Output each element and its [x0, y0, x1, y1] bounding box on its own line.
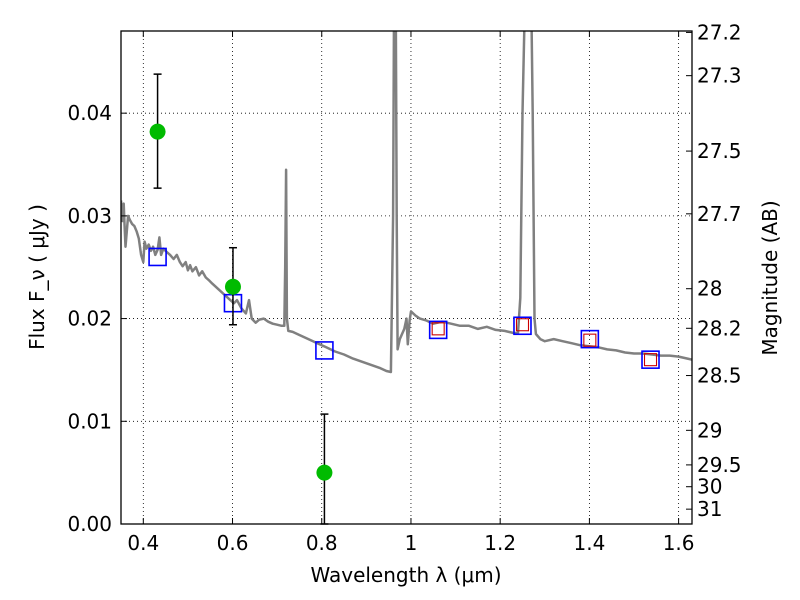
- right-tick-label: 29.5: [697, 453, 742, 477]
- y-tick-label: 0.03: [67, 204, 112, 228]
- green-dot-marker: [316, 464, 333, 481]
- plot-frame: [120, 30, 693, 525]
- right-tick-label: 28.5: [697, 364, 742, 388]
- right-axis-label: Magnitude (AB): [758, 200, 782, 355]
- y-tick-label: 0.04: [67, 101, 112, 125]
- right-tick-label: 28: [697, 277, 722, 301]
- y-tick-label: 0.02: [67, 307, 112, 331]
- blue-square-marker: [315, 341, 334, 360]
- x-tick-label: 1.6: [663, 531, 695, 555]
- right-tick-label: 29: [697, 418, 722, 442]
- green-dot-marker: [224, 278, 241, 295]
- right-tick-label: 27.3: [697, 64, 742, 88]
- right-tick-label: 28.2: [697, 316, 742, 340]
- y-tick-label: 0.00: [67, 512, 112, 536]
- green-dot-marker: [149, 123, 166, 140]
- x-axis-label: Wavelength λ (μm): [310, 563, 501, 587]
- right-tick-label: 27.2: [697, 20, 742, 44]
- x-tick-label: 0.4: [127, 531, 159, 555]
- blue-square-marker: [580, 329, 600, 349]
- y-axis-label: Flux F_ν ( μJy ): [25, 204, 49, 350]
- red-square-marker: [643, 353, 658, 367]
- red-square-marker: [515, 318, 530, 332]
- x-tick-label: 0.6: [217, 531, 249, 555]
- y-tick-label: 0.01: [67, 409, 112, 433]
- right-tick-label: 30: [697, 475, 722, 499]
- x-tick-label: 1: [405, 531, 418, 555]
- right-tick-label: 27.5: [697, 139, 742, 163]
- red-square-marker: [431, 322, 445, 336]
- y-axis-ticks: 0.00 0.01 0.02 0.03 0.04: [67, 101, 127, 536]
- model-spectrum-line: [121, 31, 692, 374]
- x-tick-label: 0.8: [306, 531, 338, 555]
- red-square-marker: [583, 333, 597, 347]
- right-tick-label: 27.7: [697, 202, 742, 226]
- x-tick-label: 1.4: [573, 531, 605, 555]
- right-tick-label: 31: [697, 497, 722, 521]
- data-layer: [121, 31, 692, 374]
- blue-square-marker: [428, 320, 448, 340]
- x-tick-label: 1.2: [484, 531, 516, 555]
- errorbar-layer: [149, 73, 333, 525]
- x-axis-ticks: 0.4 0.6 0.8 1 1.2 1.4 1.6: [127, 31, 695, 555]
- blue-square-marker: [148, 247, 167, 267]
- blue-square-marker: [641, 350, 660, 369]
- blue-square-marker: [513, 316, 532, 336]
